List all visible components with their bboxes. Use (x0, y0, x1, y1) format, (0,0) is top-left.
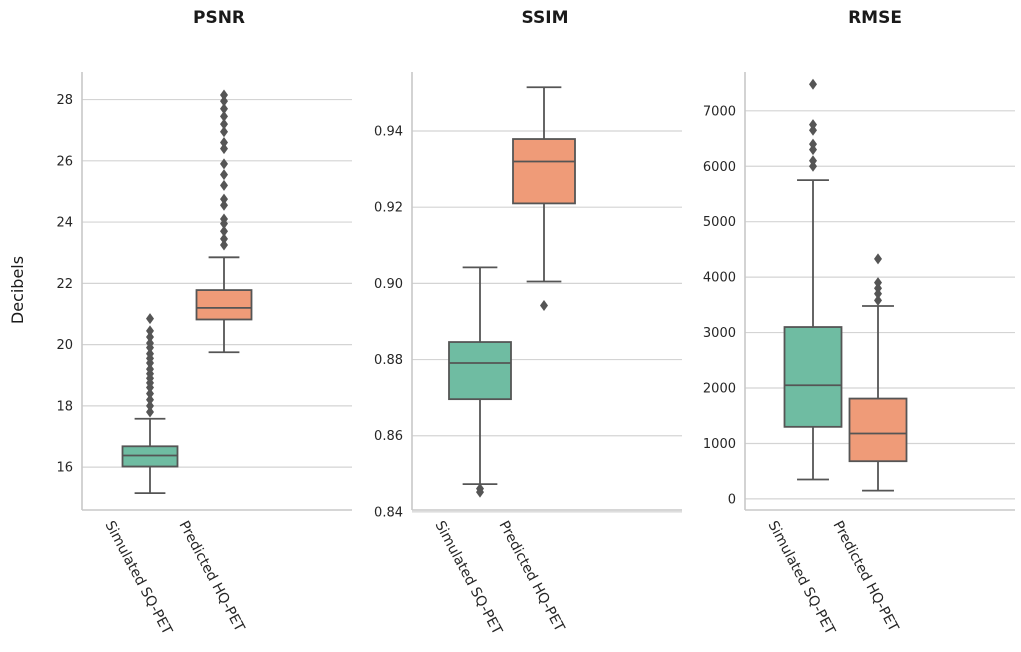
panel-ssim: SSIM 0.84 0.86 0.88 0.90 0.92 0.94 Simulated S… (374, 8, 682, 638)
y-tick-label: 0.84 (374, 505, 403, 520)
y-tick-label: 0 (728, 492, 736, 507)
outlier-simulated (146, 337, 154, 349)
outlier-predicted (220, 126, 228, 138)
outlier-simulated (146, 313, 154, 325)
outlier-simulated (146, 394, 154, 406)
outlier-simulated (476, 483, 484, 495)
outlier-predicted (874, 253, 882, 265)
y-tick-label: 5000 (703, 215, 736, 230)
y-tick-label: 0.86 (374, 429, 403, 444)
y-tick-label: 1000 (703, 437, 736, 452)
outlier-predicted (220, 199, 228, 211)
outlier-predicted (874, 282, 882, 294)
outlier-simulated (146, 348, 154, 360)
outlier-predicted (220, 239, 228, 251)
outlier-simulated (146, 325, 154, 337)
outlier-simulated (809, 160, 817, 172)
x-tick-label-predicted: Predicted HQ-PET (495, 518, 567, 635)
panel-psnr: PSNR 16 18 20 22 24 26 28 Simulated SQ-PET Predi… (56, 8, 352, 638)
outlier-predicted (540, 299, 548, 311)
outlier-simulated (809, 124, 817, 136)
box-predicted (848, 397, 908, 463)
y-tick-label: 28 (56, 93, 73, 108)
outlier-predicted (220, 158, 228, 170)
x-tick-label-simulated: Simulated SQ-PET (764, 518, 838, 637)
y-tick-label: 6000 (703, 160, 736, 175)
panel-title-rmse: RMSE (848, 8, 902, 28)
y-tick-label: 18 (56, 399, 73, 414)
box-simulated (448, 341, 512, 401)
x-tick-label-predicted: Predicted HQ-PET (829, 518, 901, 635)
outlier-predicted (220, 143, 228, 155)
outlier-predicted (220, 179, 228, 191)
y-tick-label: 20 (56, 338, 73, 353)
panel-title-ssim: SSIM (522, 8, 569, 28)
x-tick-label-predicted: Predicted HQ-PET (175, 518, 247, 635)
outlier-predicted (220, 110, 228, 122)
y-tick-label: 0.94 (374, 125, 403, 140)
y-tick-label: 7000 (703, 104, 736, 119)
y-tick-label: 2000 (703, 382, 736, 397)
box-predicted (512, 138, 576, 205)
outlier-simulated (146, 331, 154, 343)
outlier-predicted (220, 103, 228, 115)
outlier-predicted (220, 118, 228, 130)
y-tick-label: 0.88 (374, 353, 403, 368)
y-tick-label: 24 (56, 216, 73, 231)
y-tick-label: 0.90 (374, 277, 403, 292)
outlier-simulated (146, 400, 154, 412)
outlier-predicted (220, 225, 228, 237)
y-tick-label: 0.92 (374, 201, 403, 216)
outlier-simulated (146, 406, 154, 418)
outlier-simulated (146, 388, 154, 400)
outlier-predicted (220, 193, 228, 205)
outlier-predicted (220, 95, 228, 107)
x-tick-label-simulated: Simulated SQ-PET (101, 518, 175, 637)
y-tick-label: 26 (56, 154, 73, 169)
box-predicted (195, 289, 253, 321)
y-tick-label: 4000 (703, 271, 736, 286)
outlier-predicted (874, 294, 882, 306)
y-axis-label: Decibels (8, 256, 27, 324)
outlier-predicted (220, 213, 228, 225)
outlier-predicted (220, 233, 228, 245)
y-tick-label: 3000 (703, 326, 736, 341)
outlier-simulated (809, 155, 817, 167)
box-simulated (783, 326, 843, 428)
outlier-predicted (220, 136, 228, 148)
panel-title-psnr: PSNR (193, 8, 245, 28)
outlier-simulated (146, 363, 154, 375)
outlier-predicted (874, 288, 882, 300)
outlier-predicted (874, 277, 882, 289)
box-simulated (121, 445, 179, 468)
y-tick-label: 16 (56, 461, 73, 476)
y-tick-label: 22 (56, 277, 73, 292)
x-tick-label-simulated: Simulated SQ-PET (431, 518, 505, 637)
panel-rmse: RMSE 0 1000 2000 3000 4000 5000 6000 7000 Simula… (703, 8, 1015, 638)
outlier-predicted (220, 169, 228, 181)
outlier-simulated (809, 119, 817, 131)
outlier-simulated (809, 144, 817, 156)
outlier-simulated (809, 138, 817, 150)
outlier-simulated (809, 78, 817, 90)
outlier-predicted (220, 89, 228, 101)
